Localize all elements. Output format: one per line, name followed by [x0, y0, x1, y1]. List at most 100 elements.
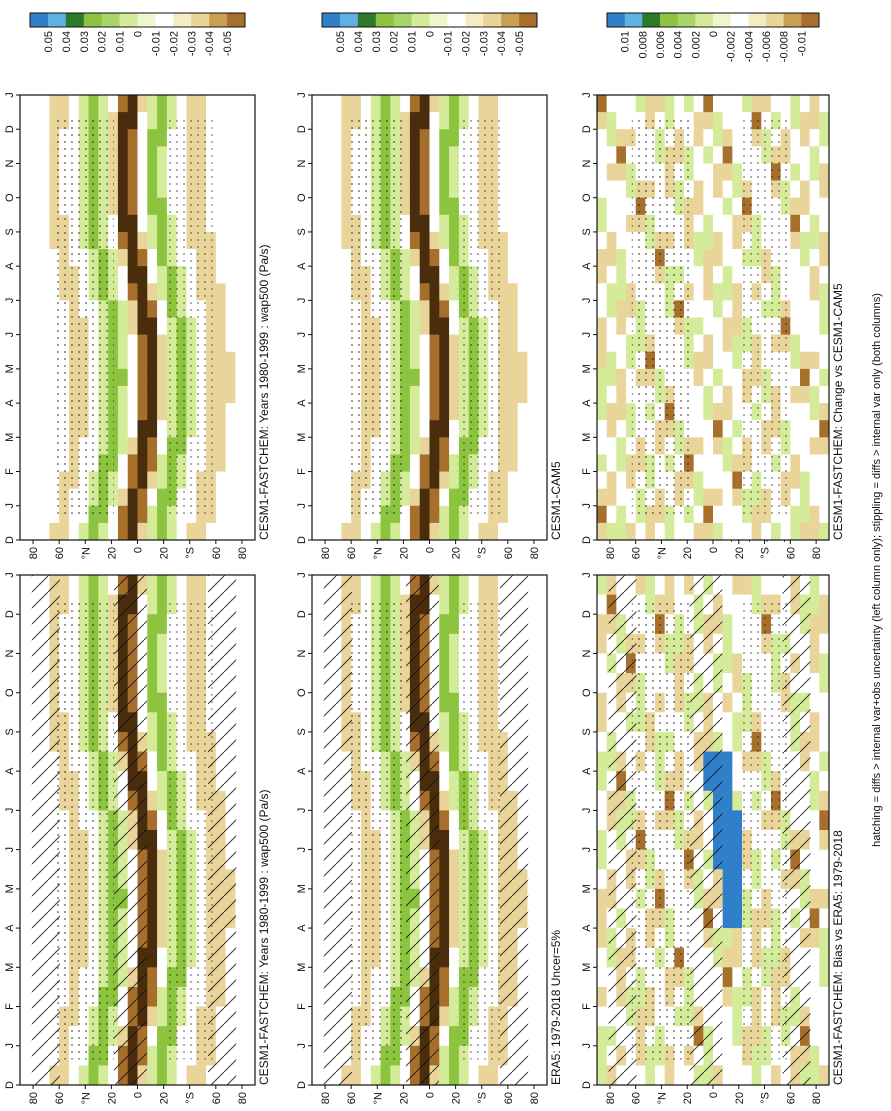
heat-cell [732, 1006, 743, 1027]
heat-cell [527, 810, 538, 831]
heat-cell [809, 180, 820, 199]
heat-cell [819, 180, 830, 199]
heat-cell [819, 112, 830, 130]
heat-cell [819, 1006, 830, 1027]
heat-cell [449, 437, 460, 455]
heat-cell [235, 231, 246, 250]
colorbar-swatch [191, 13, 210, 27]
heat-cell [449, 249, 460, 267]
heat-cell [117, 129, 129, 147]
heat-cell [527, 673, 538, 694]
heat-cell [597, 751, 608, 772]
heat-cell [507, 180, 519, 199]
heat-cell [449, 830, 460, 851]
heat-cell [537, 790, 548, 811]
panel-p-left-bot: 80 60 °N 20 0 20 °S 60 80DJFMAMJJASONDJCESM1-FAS… [581, 492, 845, 1104]
heat-cell [225, 283, 236, 301]
heat-cell [312, 731, 323, 752]
heat-cell [225, 231, 236, 250]
heat-cell [606, 385, 617, 404]
colorbar-tick-label: 0.01 [407, 31, 419, 52]
heat-cell [108, 95, 119, 113]
heat-cell [732, 594, 743, 615]
heat-cell [703, 334, 714, 353]
heat-cell [537, 810, 548, 831]
heat-cell [20, 888, 31, 909]
heat-cell [449, 266, 460, 284]
heat-cell [507, 403, 519, 421]
heat-cell [449, 129, 460, 147]
heat-cell [800, 368, 811, 387]
heat-cell [722, 751, 733, 772]
heat-cell [537, 214, 548, 233]
heat-cell [703, 95, 714, 113]
heat-cell [147, 471, 158, 490]
heat-cell [331, 471, 342, 490]
heat-cell [761, 1065, 772, 1086]
heat-cell [439, 731, 450, 752]
heat-cell [809, 790, 820, 811]
heat-cell [606, 471, 617, 490]
heat-cell [186, 522, 197, 541]
heat-cell [147, 317, 158, 336]
heat-cell [819, 231, 830, 250]
heat-cell [235, 112, 246, 130]
heat-cell [809, 575, 820, 596]
heat-cell [157, 112, 168, 130]
heat-cell [341, 283, 352, 301]
heat-cell [616, 249, 627, 267]
heat-cell [537, 731, 548, 752]
heat-cell [29, 351, 40, 370]
heat-cell [245, 614, 256, 635]
heat-cell [819, 614, 830, 635]
stippling-mask [457, 117, 505, 518]
heat-cell [157, 214, 168, 233]
colorbar-tick-label: -0.01 [442, 31, 454, 56]
month-tick-label: O [296, 688, 308, 697]
heat-cell [419, 368, 430, 387]
heat-cell [439, 908, 450, 929]
heat-cell [127, 505, 138, 524]
colorbar-tick-label: -0.02 [460, 31, 472, 56]
colorbar-tick-label: 0.004 [673, 31, 685, 59]
colorbar-swatch [137, 13, 156, 27]
heat-cell [732, 653, 743, 674]
colorbar-tick-label: -0.05 [222, 31, 234, 56]
heat-cell [137, 334, 148, 353]
heat-cell [626, 300, 637, 318]
heat-cell [449, 849, 460, 870]
heat-cell [722, 266, 733, 284]
heat-cell [157, 283, 168, 301]
heat-cell [468, 522, 479, 541]
heat-cell [245, 888, 256, 909]
heat-cell [380, 575, 391, 596]
heat-cell [732, 1026, 743, 1047]
heat-cell [819, 1065, 830, 1086]
heat-cell [29, 454, 40, 472]
heat-cell [527, 594, 538, 615]
month-tick-label: J [4, 332, 16, 338]
heat-cell [449, 869, 460, 890]
heat-cell [732, 888, 743, 909]
heat-cell [235, 214, 246, 233]
heat-cell [137, 180, 148, 199]
heat-cell [39, 300, 50, 318]
heat-cell [137, 351, 148, 370]
heat-cell [809, 653, 820, 674]
heat-cell [597, 692, 608, 713]
heat-cell [517, 420, 528, 438]
heat-cell [20, 163, 31, 181]
panel-p-left-top: 80 60 °N 20 0 20 °S 60 80DJFMAMJJASONDJCESM1-FAS… [4, 492, 271, 1104]
heat-cell [20, 751, 31, 772]
heat-cell [245, 1045, 256, 1066]
heat-cell [732, 712, 743, 733]
heat-cell [722, 1065, 733, 1086]
heat-cell [312, 790, 323, 811]
heat-cell [331, 300, 342, 318]
heat-cell [439, 249, 450, 267]
heat-cell [655, 95, 666, 113]
heat-cell [703, 488, 714, 507]
heat-cell [722, 420, 733, 438]
heat-cell [732, 129, 743, 147]
heat-cell [527, 1006, 538, 1027]
